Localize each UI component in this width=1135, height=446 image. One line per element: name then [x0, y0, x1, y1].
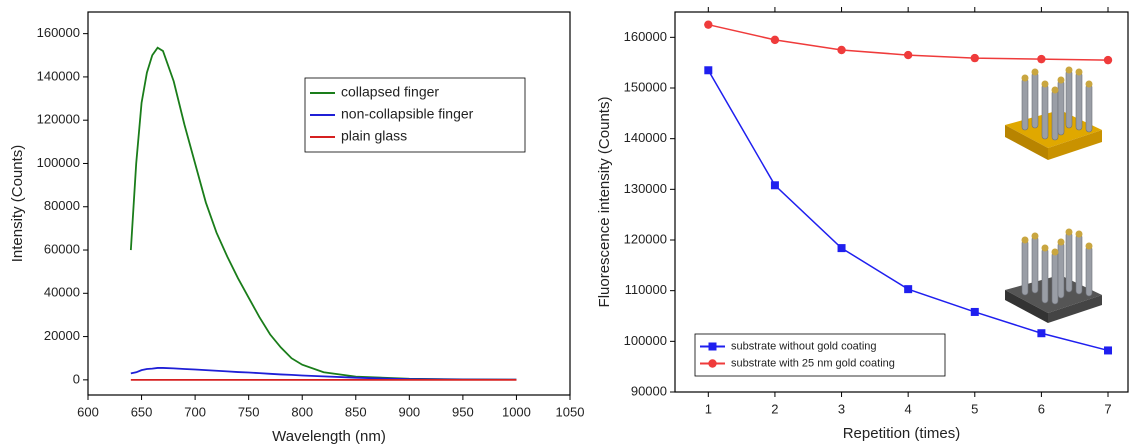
legend-box [304, 77, 526, 153]
legend-marker [708, 342, 717, 351]
marker [970, 307, 979, 316]
x-tick-label: 1000 [502, 404, 531, 419]
marker [770, 35, 780, 45]
marker [1104, 346, 1113, 355]
y-tick-label: 120000 [37, 112, 80, 127]
x-tick-label: 1 [705, 401, 712, 416]
marker [1103, 55, 1113, 65]
x-tick-label: 7 [1104, 401, 1111, 416]
series-line [130, 367, 517, 381]
x-tick-label: 5 [971, 401, 978, 416]
y-tick-label: 120000 [624, 231, 667, 246]
x-tick-label: 4 [905, 401, 912, 416]
y-axis-title: Intensity (Counts) [9, 145, 26, 263]
y-tick-label: 140000 [37, 68, 80, 83]
y-tick-label: 90000 [631, 383, 667, 398]
marker [970, 53, 979, 63]
legend-marker [708, 359, 717, 368]
x-tick-label: 6 [1038, 401, 1045, 416]
marker [837, 45, 846, 55]
plot-frame [87, 11, 571, 396]
marker [1037, 329, 1046, 338]
y-tick-label: 40000 [44, 285, 80, 300]
legend-label: non-collapsible finger [341, 106, 474, 122]
marker [837, 244, 846, 253]
legend: collapsed finger non-collapsible finger pl… [304, 77, 526, 153]
x-tick-label: 850 [345, 404, 367, 419]
y-tick-label: 0 [73, 371, 80, 386]
x-tick-label: 1050 [556, 404, 585, 419]
plain-substrate-illustration [1005, 228, 1102, 323]
y-tick-label: 160000 [624, 29, 667, 44]
x-axis-title: Repetition (times) [843, 425, 961, 442]
legend-label: substrate without gold coating [731, 340, 877, 352]
y-tick-label: 140000 [624, 130, 667, 145]
y-axis-title: Fluorescence intensity (Counts) [596, 97, 613, 308]
x-tick-label: 800 [291, 404, 313, 419]
legend-label: substrate with 25 nm gold coating [731, 357, 895, 369]
y-tick-label: 100000 [37, 155, 80, 170]
x-tick-label: 650 [131, 404, 153, 419]
y-tick-label: 110000 [625, 282, 667, 297]
x-tick-label: 600 [77, 404, 99, 419]
y-tick-label: 100000 [624, 333, 667, 348]
marker [704, 20, 713, 29]
legend: substrate without gold coating substrate … [694, 333, 946, 377]
x-tick-label: 750 [238, 404, 260, 419]
x-axis-title: Wavelength (nm) [272, 428, 386, 445]
chart: 1 2 3 4 5 6 7 90000 100000 110000 120000 130000 1400… [596, 7, 1129, 442]
marker [770, 181, 779, 190]
legend-label: plain glass [341, 128, 407, 144]
marker [904, 285, 913, 294]
y-tick-label: 80000 [44, 198, 80, 213]
y-tick-label: 160000 [37, 25, 80, 40]
x-tick-label: 2 [771, 401, 778, 416]
gold-substrate-illustration [1005, 66, 1102, 160]
series-line [129, 46, 517, 381]
chart: 600 650 700 750 800 850 900 950 1000 105002000040… [9, 11, 585, 445]
x-tick-label: 950 [452, 404, 474, 419]
y-tick-label: 20000 [44, 328, 80, 343]
y-tick-label: 150000 [624, 79, 667, 94]
x-tick-label: 3 [838, 401, 845, 416]
plot-frame [674, 11, 1129, 393]
marker [704, 66, 713, 75]
legend-box [694, 333, 946, 377]
marker [1037, 54, 1046, 64]
y-tick-label: 130000 [624, 181, 667, 196]
y-tick-label: 60000 [44, 241, 80, 256]
legend-label: collapsed finger [341, 84, 439, 100]
x-tick-label: 900 [398, 404, 420, 419]
x-tick-label: 700 [184, 404, 206, 419]
marker [903, 50, 913, 60]
